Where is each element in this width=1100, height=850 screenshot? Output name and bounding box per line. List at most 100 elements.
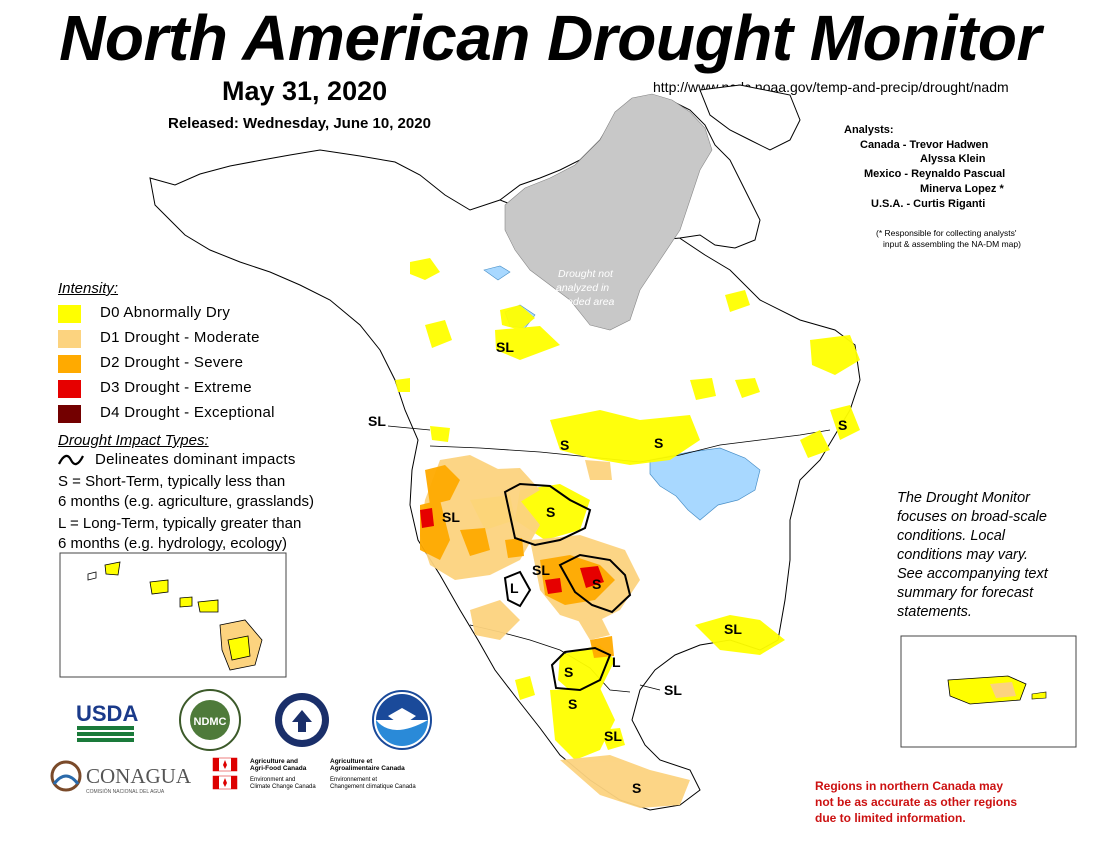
greenland-edge	[699, 84, 801, 151]
legend-item-d4: D4 Drought - Exceptional	[58, 404, 418, 429]
d2-label: D2 Drought - Severe	[100, 354, 244, 371]
puerto-rico-island	[947, 675, 1027, 705]
noaa-logo[interactable]	[372, 690, 432, 750]
impact-label-6: SL	[442, 509, 460, 525]
short-term-desc-2: 6 months (e.g. agriculture, grasslands)	[58, 493, 314, 510]
d3-swatch	[58, 380, 81, 398]
intensity-title: Intensity:	[58, 280, 119, 297]
conagua-logo[interactable]: CONAGUA COMISIÓN NACIONAL DEL AGUA	[50, 760, 192, 795]
analysts-note: (* Responsible for collecting analysts' …	[876, 228, 1021, 249]
impact-label-11: SL	[724, 621, 742, 637]
great-slave-lake	[483, 265, 511, 281]
usda-logo-text: USDA	[76, 701, 138, 726]
usda-logo[interactable]: USDA	[76, 701, 138, 742]
impact-types-title: Drought Impact Types:	[58, 432, 209, 449]
not-analyzed-note-3: shaded area	[556, 296, 615, 308]
impact-label-10: S	[592, 576, 601, 592]
conagua-logo-text: CONAGUA	[86, 764, 192, 788]
long-term-desc-2: 6 months (e.g. hydrology, ecology)	[58, 535, 288, 552]
legend: Intensity: D0 Abnormally Dry D1 Drought …	[58, 280, 418, 553]
hawaii-inset	[59, 552, 287, 678]
impact-label-14: SL	[664, 682, 682, 698]
analyst-row: Alyssa Klein	[920, 153, 986, 166]
analyst-row: U.S.A. - Curtis Riganti	[871, 197, 986, 210]
red-note-line: due to limited information.	[815, 811, 966, 825]
focus-note-line: See accompanying text	[897, 566, 1048, 582]
env-en-line2: Climate Change Canada	[250, 784, 316, 790]
env-fr-line2: Changement climatique Canada	[330, 784, 416, 790]
analysts-heading: Analysts:	[844, 124, 894, 136]
impact-label-4: S	[654, 435, 663, 451]
partner-logos: USDA NDMC CONAGUA COMISIÓN NACIONAL DEL …	[50, 689, 432, 795]
red-note-line: not be as accurate as other regions	[815, 795, 1018, 809]
analyst-row: Mexico - Reynaldo Pascual	[864, 168, 1006, 181]
impact-label-8: SL	[532, 562, 550, 578]
agriculture-canada-logo[interactable]: Agriculture and Agri-Food Canada Agricul…	[212, 757, 405, 772]
d0-areas	[395, 258, 860, 760]
northern-canada-note: Regions in northern Canada may not be as…	[815, 778, 1017, 826]
impact-label-16: SL	[604, 728, 622, 744]
agri-en-line2: Agri-Food Canada	[250, 765, 307, 772]
agency-seal-logo[interactable]	[275, 693, 329, 747]
release-date: Released: Wednesday, June 10, 2020	[168, 115, 431, 132]
impact-label-2: SL	[368, 413, 386, 429]
impact-label-7: S	[838, 417, 847, 433]
red-note-line: Regions in northern Canada may	[815, 779, 1004, 793]
great-lakes	[649, 447, 761, 521]
impact-label-17: S	[632, 780, 641, 796]
legend-item-d0: D0 Abnormally Dry	[58, 304, 418, 329]
d3-areas	[420, 508, 604, 594]
focus-note: The Drought Monitor focuses on broad-sca…	[897, 489, 1048, 622]
focus-note-line: conditions may vary.	[897, 547, 1029, 563]
impact-label-5: S	[546, 504, 555, 520]
not-analyzed-area	[504, 93, 713, 331]
d1-swatch	[58, 330, 81, 348]
d2-swatch	[58, 355, 81, 373]
analysts-note-line: input & assembling the NA-DM map)	[883, 238, 1021, 249]
agri-fr-line2: Agroalimentaire Canada	[330, 765, 405, 772]
map-title: North American Drought Monitor	[59, 2, 1041, 74]
agri-fr-line1: Agriculture et	[330, 758, 373, 765]
focus-note-line: statements.	[897, 604, 972, 620]
ndmc-logo-text: NDMC	[194, 716, 227, 728]
d1-label: D1 Drought - Moderate	[100, 329, 260, 346]
impact-outlines	[503, 482, 632, 692]
environment-canada-logo[interactable]: Environment and Climate Change Canada En…	[212, 775, 416, 790]
legend-item-d3: D3 Drought - Extreme	[58, 379, 418, 404]
d0-label: D0 Abnormally Dry	[100, 304, 231, 321]
impact-label-9: L	[510, 580, 519, 596]
short-term-desc-1: S = Short-Term, typically less than	[58, 473, 286, 490]
analyst-row: Minerva Lopez *	[920, 182, 1004, 195]
impact-label-13: L	[612, 654, 621, 670]
d0-swatch	[58, 305, 81, 323]
hawaii-islands	[87, 561, 263, 671]
d3-label: D3 Drought - Extreme	[100, 379, 252, 396]
env-fr-line1: Environnement et	[330, 777, 377, 783]
analysts-block: Analysts: Canada - Trevor Hadwen Alyssa …	[844, 123, 1005, 211]
legend-item-d2: D2 Drought - Severe	[58, 354, 418, 379]
impact-label-3: S	[560, 437, 569, 453]
long-term-desc-1: L = Long-Term, typically greater than	[58, 515, 302, 532]
focus-note-line: focuses on broad-scale	[897, 509, 1047, 525]
valid-date: May 31, 2020	[222, 76, 388, 106]
impact-label-15: S	[568, 696, 577, 712]
analysts-note-line: (* Responsible for collecting analysts'	[876, 228, 1017, 238]
legend-item-d1: D1 Drought - Moderate	[58, 329, 418, 354]
d4-label: D4 Drought - Exceptional	[100, 404, 275, 421]
puerto-rico-d1	[990, 682, 1016, 698]
impact-label-1: SL	[496, 339, 514, 355]
analyst-row: Canada - Trevor Hadwen	[860, 138, 989, 151]
conagua-logo-subtitle: COMISIÓN NACIONAL DEL AGUA	[86, 788, 165, 795]
focus-note-line: summary for forecast	[897, 585, 1034, 601]
focus-note-line: The Drought Monitor	[897, 490, 1030, 506]
focus-note-line: conditions. Local	[897, 528, 1006, 544]
agri-en-line1: Agriculture and	[250, 758, 298, 765]
d4-swatch	[58, 405, 81, 423]
delineation-line-icon	[58, 454, 84, 466]
impact-label-12: S	[564, 664, 573, 680]
ndmc-logo[interactable]: NDMC	[179, 689, 241, 751]
puerto-rico-islet	[1031, 691, 1047, 700]
not-analyzed-note-1: Drought not	[558, 268, 614, 280]
delineates-item: Delineates dominant impacts	[58, 449, 418, 471]
